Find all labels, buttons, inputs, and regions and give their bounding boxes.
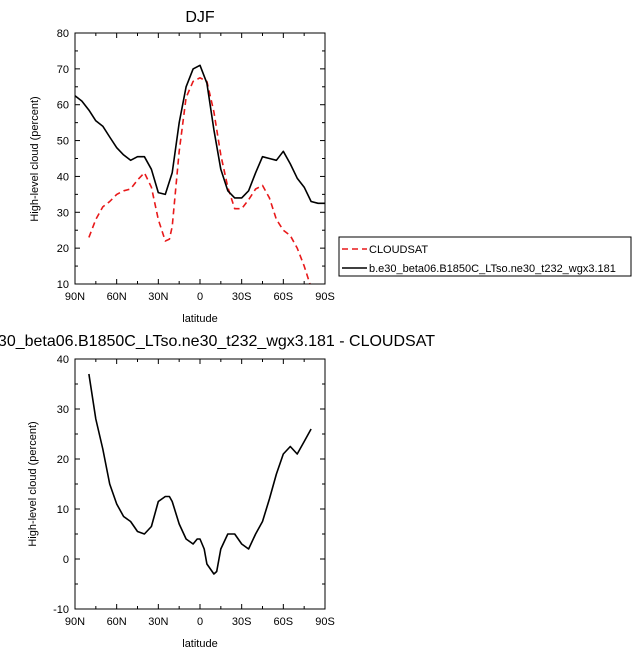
top-chart-lines — [75, 64, 325, 284]
top-ytick-label: 50 — [57, 136, 69, 148]
top-xtick-label: 60S — [274, 291, 294, 303]
top-chart-ylabel: High-level cloud (percent) — [29, 96, 41, 221]
top-xtick-label: 30S — [232, 291, 252, 303]
top-chart-ticks: 90N 60N 30N 0 30S 60S 90S 10 20 30 40 50 60 70 80 — [57, 28, 335, 303]
top-chart: DJF High-level cloud (percent) latitude … — [29, 9, 335, 325]
bottom-chart: e30_beta06.B1850C_LTso.ne30_t232_wgx3.18… — [0, 333, 435, 650]
bottom-chart-lines — [88, 373, 312, 575]
top-ytick-label: 60 — [57, 100, 69, 112]
bottom-xtick-label: 90N — [65, 616, 85, 628]
bottom-xtick-label: 90S — [315, 616, 335, 628]
bottom-ytick-label: 10 — [57, 504, 69, 516]
bottom-xtick-label: 60N — [107, 616, 127, 628]
top-ytick-label: 70 — [57, 64, 69, 76]
top-ytick-label: 10 — [57, 279, 69, 291]
top-xtick-label: 0 — [197, 291, 203, 303]
top-ytick-label: 30 — [57, 207, 69, 219]
bottom-xtick-label: 30N — [148, 616, 168, 628]
top-ytick-label: 80 — [57, 28, 69, 40]
bottom-chart-title: e30_beta06.B1850C_LTso.ne30_t232_wgx3.18… — [0, 333, 435, 350]
bottom-chart-ticks: 90N 60N 30N 0 30S 60S 90S -10 0 10 20 30 40 — [53, 354, 335, 628]
top-xtick-label: 30N — [148, 291, 168, 303]
top-xtick-label: 60N — [107, 291, 127, 303]
bottom-ytick-label: 40 — [57, 354, 69, 366]
bottom-xtick-label: 30S — [232, 616, 252, 628]
bottom-ytick-label: 30 — [57, 404, 69, 416]
legend-box — [338, 236, 632, 277]
top-ytick-label: 40 — [57, 171, 69, 183]
legend-label-model: b.e30_beta06.B1850C_LTso.ne30_t232_wgx3.… — [369, 263, 616, 275]
bottom-xtick-label: 60S — [274, 616, 294, 628]
top-xtick-label: 90N — [65, 291, 85, 303]
bottom-chart-ylabel: High-level cloud (percent) — [27, 421, 39, 546]
top-chart-plot-frame — [74, 32, 326, 285]
bottom-chart-plot-frame — [74, 358, 326, 610]
legend: CLOUDSAT b.e30_beta06.B1850C_LTso.ne30_t… — [338, 236, 632, 277]
top-series-line-0 — [88, 77, 311, 284]
bottom-ytick-label: 20 — [57, 454, 69, 466]
bottom-ytick-label: 0 — [63, 554, 69, 566]
top-ytick-label: 20 — [57, 243, 69, 255]
top-series-line-1 — [75, 64, 325, 205]
top-chart-title: DJF — [185, 9, 215, 26]
top-xtick-label: 90S — [315, 291, 335, 303]
bottom-series-line-0 — [88, 373, 312, 575]
bottom-xtick-label: 0 — [197, 616, 203, 628]
legend-label-cloudsat: CLOUDSAT — [369, 244, 428, 256]
bottom-chart-xlabel: latitude — [182, 638, 217, 650]
bottom-ytick-label: -10 — [53, 604, 69, 616]
top-chart-xlabel: latitude — [182, 313, 217, 325]
